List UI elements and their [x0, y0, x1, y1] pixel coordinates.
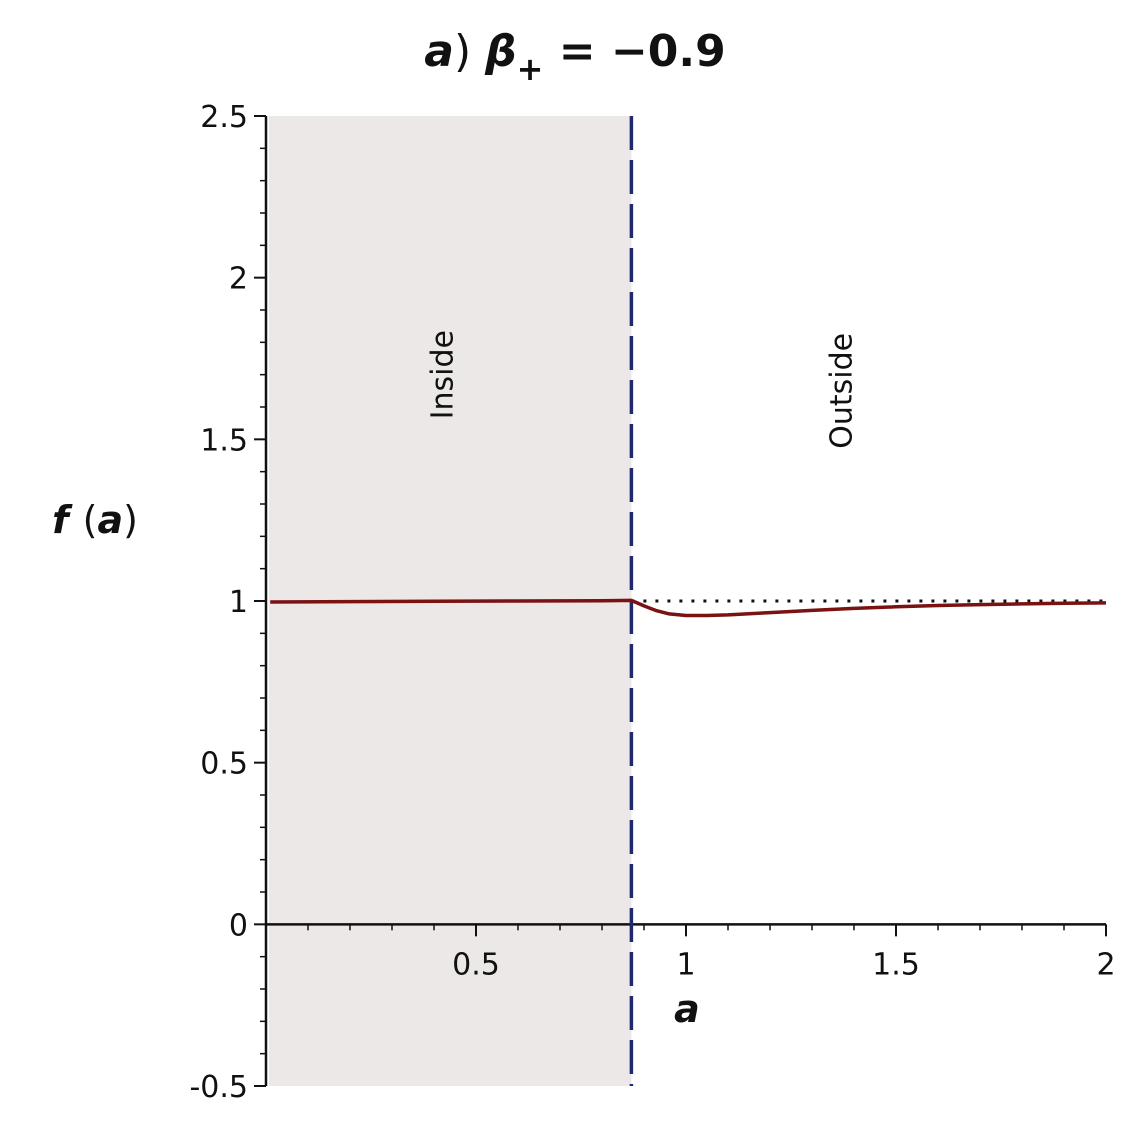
title-eq: =	[543, 26, 611, 77]
y-tick-label: 0.5	[200, 747, 248, 782]
x-tick-label: 2	[1096, 947, 1115, 982]
ylabel-close: )	[123, 498, 138, 542]
title-paren: )	[454, 26, 471, 77]
x-axis-title: a	[674, 987, 700, 1031]
x-tick-label: 0.5	[452, 947, 500, 982]
ylabel-a: a	[97, 498, 123, 542]
y-tick-label: 2.5	[200, 100, 248, 135]
y-tick-label: 1.5	[200, 423, 248, 458]
title-subscript: +	[517, 50, 544, 88]
region-label-inside: Inside	[425, 330, 460, 419]
title-beta: β	[484, 26, 517, 77]
ylabel-open: (	[83, 498, 98, 542]
chart-title: a) β+ = −0.9	[424, 26, 726, 88]
ylabel-f: f	[52, 498, 73, 542]
y-axis-title: f (a)	[52, 498, 138, 542]
y-tick-label: -0.5	[189, 1070, 248, 1105]
y-tick-label: 2	[229, 262, 248, 297]
x-tick-label: 1.5	[872, 947, 920, 982]
region-label-outside: Outside	[824, 333, 859, 449]
y-tick-label: 0	[229, 908, 248, 943]
svg-text:f(a): f (a)	[52, 498, 138, 542]
svg-text:a)β+ = −0.9: a) β+ = −0.9	[424, 26, 726, 88]
x-tick-label: 1	[676, 947, 695, 982]
plot-area: Inside Outside -0.5 0 0.5 1 1.5 2 2.5 0.5 1 1.5 2	[189, 100, 1115, 1105]
title-value: −0.9	[611, 26, 726, 77]
y-tick-label: 1	[229, 585, 248, 620]
data-series-line	[270, 598, 1107, 618]
title-var: a	[424, 26, 454, 77]
